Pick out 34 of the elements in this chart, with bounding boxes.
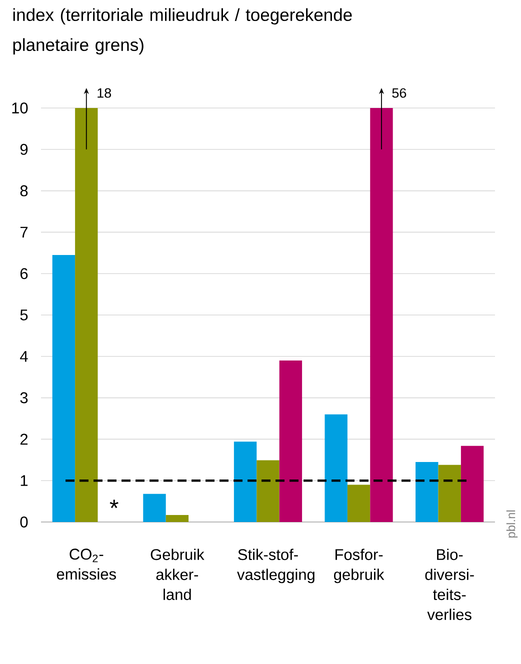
bar <box>234 442 257 522</box>
y-tick-label: 2 <box>20 434 28 445</box>
y-tick-label: 0 <box>20 516 28 528</box>
bar <box>256 460 280 522</box>
bar <box>75 108 98 522</box>
text: 18 <box>98 88 112 98</box>
bar <box>438 464 461 522</box>
x-tick-label: Gebruik akker-land <box>150 548 204 600</box>
x-tick-label: CO$_{2}$-emissies <box>56 548 116 580</box>
text: 56 <box>392 88 406 98</box>
y-axis-title: index (territoriale milieudruk / toegerekende planetaire grens) <box>13 8 352 54</box>
y-tick-label: 6 <box>20 268 28 280</box>
bar <box>143 494 166 522</box>
annotation: * <box>110 500 118 508</box>
bar <box>324 414 348 522</box>
y-tick-label: 9 <box>20 144 28 155</box>
y-tick-label: 7 <box>20 226 28 238</box>
y-tick-label: 1 <box>20 475 28 486</box>
y-tick-label: 5 <box>20 310 28 320</box>
y-tick-label: 3 <box>20 392 28 404</box>
y-tick-label: 10 <box>12 102 28 114</box>
bar <box>279 360 302 522</box>
y-tick-label: 8 <box>20 185 28 196</box>
x-tick-label: Fosfor-gebruik <box>334 548 384 584</box>
bar <box>416 462 438 522</box>
y-tick-label: 4 <box>20 351 28 362</box>
bar <box>460 446 484 522</box>
bar <box>370 108 393 522</box>
bar <box>166 514 189 522</box>
x-tick-label: Bio-diversi-teits-verlies <box>425 548 474 620</box>
bar <box>347 484 370 522</box>
bar <box>52 254 76 522</box>
text: pbl.nl <box>506 510 518 538</box>
x-tick-label: Stik-stof-vastlegging <box>237 548 314 584</box>
